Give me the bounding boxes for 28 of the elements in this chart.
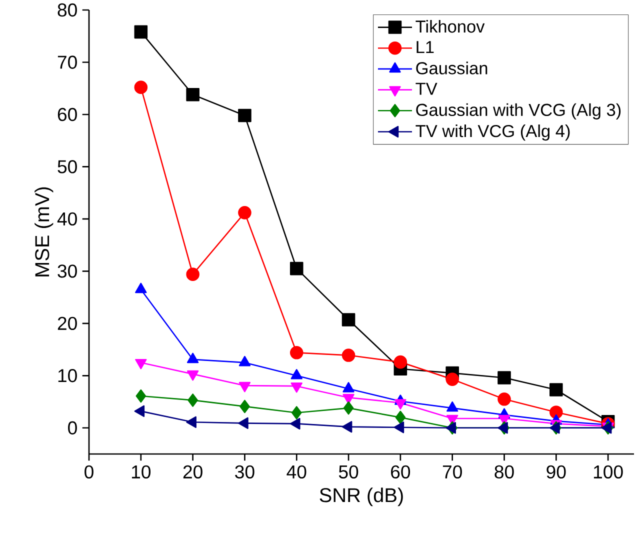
y-tick-label: 60	[58, 108, 77, 122]
y-axis-title: MSE (mV)	[34, 187, 54, 276]
legend-label: Gaussian	[416, 62, 488, 74]
y-tick-label: 50	[58, 160, 77, 174]
x-axis-title: SNR (dB)	[320, 488, 403, 506]
y-tick-label: 30	[58, 264, 77, 278]
x-tick-label: 20	[183, 465, 202, 479]
legend-label: L1	[416, 41, 434, 54]
legend-label: TV	[416, 82, 438, 95]
x-tick-label: 0	[84, 465, 94, 479]
y-tick-label: 40	[57, 212, 77, 226]
legend-label: Gaussian with VCG (Alg 3)	[416, 103, 621, 120]
x-tick-label: 40	[286, 465, 306, 479]
legend-label: Tikhonov	[416, 20, 485, 33]
y-tick-label: 70	[58, 56, 77, 69]
y-tick-label: 0	[68, 421, 77, 434]
x-tick-label: 30	[235, 465, 254, 479]
x-tick-label: 80	[494, 465, 514, 479]
x-tick-label: 50	[338, 465, 358, 479]
legend-label: TV with VCG (Alg 4)	[416, 124, 570, 141]
y-tick-label: 80	[58, 3, 77, 17]
x-tick-label: 10	[132, 465, 151, 479]
x-tick-label: 70	[442, 465, 462, 479]
x-tick-label: 90	[546, 465, 566, 479]
y-tick-label: 20	[58, 316, 77, 330]
x-tick-label: 100	[594, 465, 623, 479]
x-tick-label: 60	[391, 465, 410, 479]
y-tick-label: 10	[58, 369, 77, 382]
